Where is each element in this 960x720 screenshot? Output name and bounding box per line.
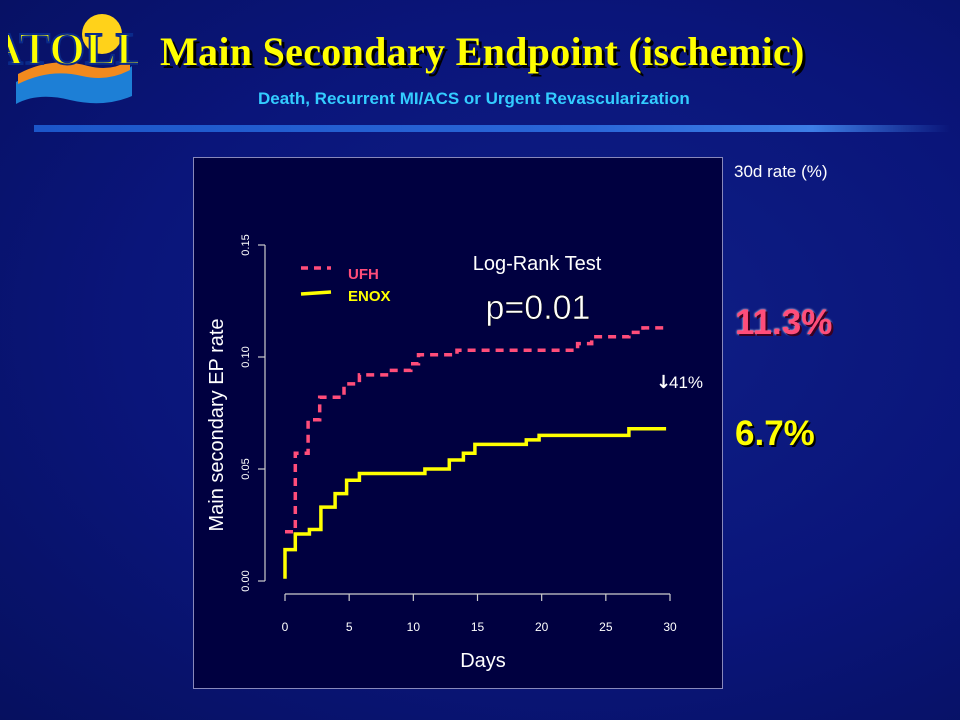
p-value: p=0.01 xyxy=(486,289,591,327)
reduction-value: 41% xyxy=(669,373,703,392)
y-tick-label: 0.00 xyxy=(240,570,252,591)
km-chart: 0 5 10 15 20 25 30 0.00 0.05 0.10 0.15 Days Main … xyxy=(206,234,703,672)
y-tick-label: 0.10 xyxy=(240,346,252,367)
legend-enox-line xyxy=(300,290,332,296)
axes: 0 5 10 15 20 25 30 0.00 0.05 0.10 0.15 xyxy=(240,234,677,634)
x-tick-label: 5 xyxy=(346,620,353,634)
title-divider xyxy=(34,125,950,132)
rate-header: 30d rate (%) xyxy=(734,162,828,181)
x-tick-label: 15 xyxy=(471,620,485,634)
x-tick-label: 0 xyxy=(282,620,289,634)
x-tick-label: 30 xyxy=(663,620,677,634)
series-layer xyxy=(283,326,667,579)
x-tick-label: 20 xyxy=(535,620,549,634)
logo-text: ATOLL xyxy=(8,23,138,74)
y-tick-label: 0.15 xyxy=(240,234,252,255)
atoll-logo: ATOLL xyxy=(8,14,138,104)
logrank-label: Log-Rank Test xyxy=(473,253,602,275)
y-tick-label: 0.05 xyxy=(240,458,252,479)
y-ticks: 0.00 0.05 0.10 0.15 xyxy=(240,234,265,592)
ufh-rate: 11.3% xyxy=(735,303,833,342)
x-tick-label: 10 xyxy=(407,620,421,634)
series-enox-line xyxy=(283,426,667,579)
reduction-arrow: ↓ xyxy=(656,372,671,393)
enox-rate: 6.7% xyxy=(735,414,815,453)
legend: UFH ENOX xyxy=(300,266,391,305)
page-subtitle: Death, Recurrent MI/ACS or Urgent Revasc… xyxy=(258,89,690,108)
series-ufh-line xyxy=(285,326,667,534)
legend-ufh-label: UFH xyxy=(348,266,379,283)
y-axis-label: Main secondary EP rate xyxy=(206,318,228,531)
x-ticks: 0 5 10 15 20 25 30 xyxy=(282,594,677,634)
legend-enox-label: ENOX xyxy=(348,288,391,305)
plot-background xyxy=(193,157,723,689)
page-title: Main Secondary Endpoint (ischemic) xyxy=(160,29,805,74)
x-axis-label: Days xyxy=(460,650,506,672)
x-tick-label: 25 xyxy=(599,620,613,634)
